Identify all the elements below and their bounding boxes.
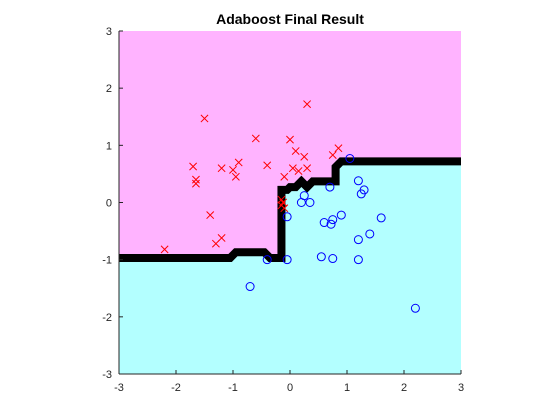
y-tick-label: 1 (106, 140, 112, 152)
cross-marker (280, 172, 289, 181)
y-tick-label: 2 (106, 83, 112, 95)
circle-marker (359, 185, 369, 195)
cross-marker (234, 158, 243, 167)
cross-marker (303, 100, 312, 109)
y-tick-label: -1 (102, 255, 112, 267)
circle-marker (353, 176, 363, 186)
cross-marker (334, 144, 343, 153)
circle-marker (365, 229, 375, 239)
cross-marker (303, 164, 312, 173)
circle-marker (328, 254, 338, 264)
x-tick-label: 2 (401, 382, 407, 394)
decision-boundary (119, 157, 461, 262)
circle-marker (336, 210, 346, 220)
x-tick-label: -2 (171, 382, 181, 394)
circle-marker (410, 303, 420, 313)
circle-marker (328, 215, 338, 225)
cross-marker (189, 162, 198, 171)
circle-marker (282, 255, 292, 265)
circle-marker (299, 191, 309, 201)
circle-marker (345, 153, 355, 163)
cross-marker (191, 175, 200, 184)
data-markers (160, 100, 420, 313)
cross-marker (191, 179, 200, 188)
x-tick-label: 3 (458, 382, 464, 394)
y-tick-label: -2 (102, 312, 112, 324)
x-tick-label: 0 (287, 382, 293, 394)
cross-marker (291, 147, 300, 156)
cross-marker (286, 135, 294, 144)
y-tick-label: 3 (106, 26, 112, 38)
cross-marker (229, 165, 237, 174)
y-axis-ticks: -3 -2 -1 0 1 2 3 (102, 26, 123, 381)
x-tick-label: 1 (344, 382, 350, 394)
circle-marker (282, 212, 292, 222)
cross-marker (294, 167, 303, 176)
circle-marker (326, 219, 336, 229)
cross-marker (280, 204, 289, 213)
cross-marker (328, 151, 337, 160)
cross-marker (206, 211, 215, 220)
y-tick-label: -3 (102, 369, 112, 381)
cross-marker (200, 114, 209, 123)
x-tick-label: -1 (228, 382, 238, 394)
x-axis-ticks: -3 -2 -1 0 1 2 3 (114, 370, 464, 394)
x-tick-label: -3 (114, 382, 124, 394)
circle-marker (316, 252, 326, 262)
cross-marker (251, 134, 260, 143)
circle-marker (319, 218, 329, 228)
upper-region (119, 31, 461, 258)
decision-regions (119, 31, 461, 374)
chart-title: Adaboost Final Result (216, 11, 364, 27)
circle-marker (376, 213, 386, 223)
cross-marker (263, 161, 272, 170)
circle-marker (353, 255, 363, 265)
decision-boundary-layer (119, 157, 461, 262)
circle-marker (245, 282, 255, 292)
cross-marker (217, 233, 226, 242)
cross-marker (231, 172, 240, 181)
circle-marker (325, 182, 335, 192)
circle-marker (353, 235, 363, 245)
circle-marker (305, 198, 315, 207)
cross-marker (288, 164, 297, 173)
cross-marker (160, 245, 169, 254)
cross-marker (300, 152, 309, 161)
y-tick-label: 0 (106, 198, 112, 210)
cross-marker (217, 164, 226, 173)
circle-marker (262, 255, 272, 265)
